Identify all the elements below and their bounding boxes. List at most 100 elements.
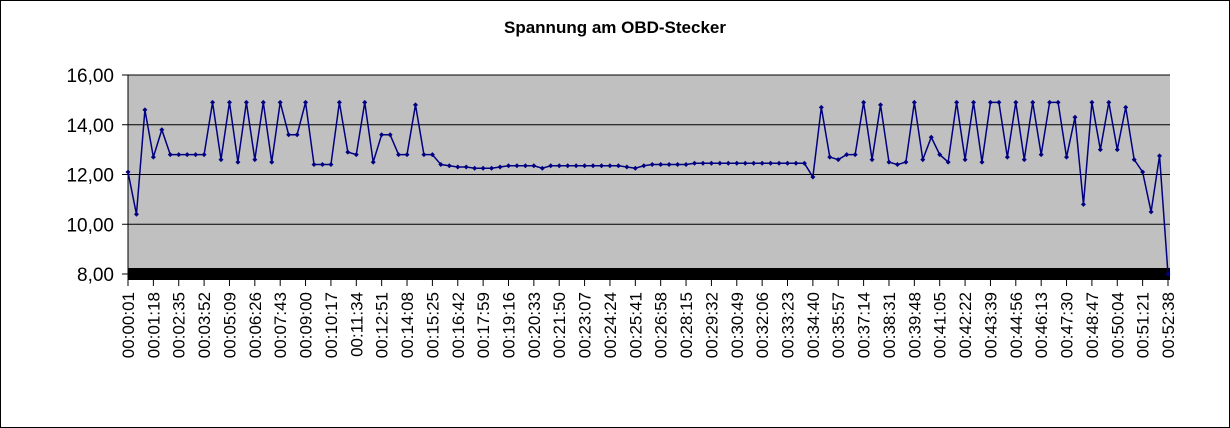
data-point — [489, 165, 495, 171]
y-tick-label: 14,00 — [66, 116, 114, 137]
data-point — [505, 163, 511, 169]
data-point — [573, 163, 579, 169]
data-point — [142, 107, 148, 113]
data-point — [387, 132, 393, 138]
y-tick-label: 8,00 — [77, 265, 114, 286]
x-tick-label: 00:39:48 — [905, 292, 924, 358]
data-point — [463, 164, 469, 170]
data-point — [404, 152, 410, 158]
data-line — [127, 101, 1169, 275]
data-point — [336, 99, 342, 105]
data-point — [582, 163, 588, 169]
data-point — [987, 99, 993, 105]
x-tick-label: 00:07:43 — [271, 292, 290, 358]
data-point — [133, 211, 139, 217]
x-tick-label: 00:00:01 — [119, 292, 138, 358]
data-point — [159, 127, 165, 133]
data-point — [844, 152, 850, 158]
data-point — [742, 160, 748, 166]
data-point — [734, 160, 740, 166]
data-point — [210, 99, 216, 105]
data-point — [286, 132, 292, 138]
data-point — [303, 99, 309, 105]
data-point — [396, 152, 402, 158]
data-point — [801, 160, 807, 166]
x-tick-label: 00:05:09 — [220, 292, 239, 358]
data-point — [345, 149, 351, 155]
data-point — [911, 99, 917, 105]
data-point — [598, 163, 604, 169]
data-point — [751, 160, 757, 166]
data-point — [793, 160, 799, 166]
data-point — [928, 134, 934, 140]
data-point — [421, 152, 427, 158]
data-point — [649, 162, 655, 168]
data-point — [497, 164, 503, 170]
data-point — [632, 165, 638, 171]
data-point — [472, 165, 478, 171]
data-point — [260, 99, 266, 105]
x-tick-label: 00:16:42 — [449, 292, 468, 358]
data-point — [818, 104, 824, 110]
data-point — [446, 163, 452, 169]
data-point — [277, 99, 283, 105]
data-point — [328, 162, 334, 168]
data-point — [201, 152, 207, 158]
x-tick-label: 00:34:40 — [804, 292, 823, 358]
data-point — [641, 163, 647, 169]
data-point — [1097, 147, 1103, 153]
data-point — [759, 160, 765, 166]
x-tick-label: 00:28:15 — [677, 292, 696, 358]
data-point — [683, 162, 689, 168]
data-point — [319, 162, 325, 168]
data-point — [692, 160, 698, 166]
data-point — [176, 152, 182, 158]
data-point — [311, 162, 317, 168]
data-point — [480, 165, 486, 171]
x-tick-label: 00:51:21 — [1134, 292, 1153, 358]
data-point — [725, 160, 731, 166]
x-tick-label: 00:25:41 — [626, 292, 645, 358]
data-point — [615, 163, 621, 169]
data-point — [235, 159, 241, 165]
data-point — [675, 162, 681, 168]
data-point — [438, 162, 444, 168]
data-point — [666, 162, 672, 168]
x-tick-label: 00:38:31 — [880, 292, 899, 358]
data-point — [150, 154, 156, 160]
x-tick-label: 00:42:22 — [956, 292, 975, 358]
x-tick-label: 00:15:25 — [423, 292, 442, 358]
x-tick-label: 00:09:00 — [297, 292, 316, 358]
data-point — [294, 132, 300, 138]
x-tick-label: 00:41:05 — [931, 292, 950, 358]
data-point — [522, 163, 528, 169]
data-point — [370, 159, 376, 165]
y-tick-label: 12,00 — [66, 166, 114, 187]
data-point — [125, 169, 131, 175]
data-point — [1131, 157, 1137, 163]
x-tick-label: 00:10:17 — [322, 292, 341, 358]
x-tick-label: 00:37:14 — [855, 292, 874, 358]
data-point — [252, 157, 258, 163]
data-point — [1030, 99, 1036, 105]
data-point — [886, 159, 892, 165]
data-point — [531, 163, 537, 169]
data-point — [878, 102, 884, 108]
data-point — [590, 163, 596, 169]
data-point — [1064, 154, 1070, 160]
data-point — [658, 162, 664, 168]
x-tick-label: 00:44:56 — [1007, 292, 1026, 358]
data-point — [184, 152, 190, 158]
data-point — [810, 174, 816, 180]
data-point — [218, 157, 224, 163]
x-tick-label: 00:11:34 — [347, 292, 366, 357]
data-point — [903, 159, 909, 165]
data-point — [624, 164, 630, 170]
data-point — [1055, 99, 1061, 105]
x-tick-label: 00:06:26 — [246, 292, 265, 358]
x-tick-label: 00:43:39 — [981, 292, 1000, 358]
data-point — [1080, 201, 1086, 207]
data-point — [1013, 99, 1019, 105]
x-tick-label: 00:32:06 — [753, 292, 772, 358]
